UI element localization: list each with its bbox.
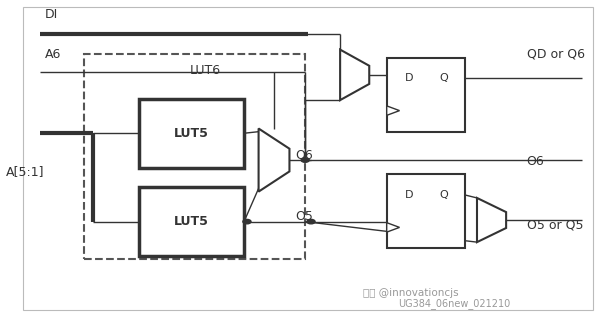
Polygon shape xyxy=(387,106,400,115)
Text: 知乎 @innovationcjs: 知乎 @innovationcjs xyxy=(364,288,459,298)
Bar xyxy=(139,99,244,168)
Text: D: D xyxy=(404,73,413,83)
Bar xyxy=(387,174,466,249)
Bar xyxy=(84,54,305,260)
Text: A6: A6 xyxy=(45,48,61,61)
Text: DI: DI xyxy=(45,8,58,21)
Circle shape xyxy=(243,219,251,224)
Text: D: D xyxy=(404,190,413,200)
Text: O5 or Q5: O5 or Q5 xyxy=(527,218,583,231)
Text: LUT6: LUT6 xyxy=(190,64,221,77)
Text: Q: Q xyxy=(439,190,448,200)
Text: O6: O6 xyxy=(527,155,544,168)
Circle shape xyxy=(301,158,309,162)
Text: O6: O6 xyxy=(295,149,313,162)
Text: O5: O5 xyxy=(295,210,313,223)
Polygon shape xyxy=(387,223,400,232)
Text: QD or Q6: QD or Q6 xyxy=(527,48,584,61)
Text: LUT5: LUT5 xyxy=(174,215,209,228)
Text: Q: Q xyxy=(439,73,448,83)
Bar xyxy=(139,187,244,256)
Polygon shape xyxy=(477,198,506,242)
Text: LUT5: LUT5 xyxy=(174,127,209,140)
Bar xyxy=(387,57,466,132)
Polygon shape xyxy=(259,128,289,192)
Circle shape xyxy=(307,219,315,224)
Text: A[5:1]: A[5:1] xyxy=(7,165,45,178)
Text: UG384_06new_021210: UG384_06new_021210 xyxy=(398,298,511,309)
Polygon shape xyxy=(340,50,369,100)
